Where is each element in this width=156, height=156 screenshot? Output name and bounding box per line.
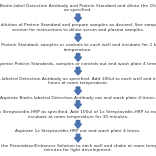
FancyArrow shape (75, 101, 81, 108)
FancyArrow shape (75, 34, 81, 41)
FancyArrow shape (75, 87, 81, 95)
FancyArrow shape (75, 14, 81, 22)
Text: Add 100ul of the Peroxidase/Enhancer Solution to each well and shake at room tem: Add 100ul of the Peroxidase/Enhancer Sol… (0, 144, 156, 152)
Text: Aspirate 1x Streptavidin-HRP out and wash plate 4 times.: Aspirate 1x Streptavidin-HRP out and was… (15, 129, 141, 133)
Text: Dilute Biotin-labeled Detection Antibody as specified. Add 100ul to each well an: Dilute Biotin-labeled Detection Antibody… (0, 77, 156, 85)
FancyArrow shape (75, 134, 81, 142)
Text: Aspirate Biotin-labeled Detection Antibody out and wash plate 4 times.: Aspirate Biotin-labeled Detection Antibo… (0, 96, 156, 100)
FancyArrow shape (75, 54, 81, 61)
Text: Perform serial dilution of Protein Standard and prepare samples as desired. See : Perform serial dilution of Protein Stand… (0, 24, 156, 32)
Text: Aspirate Protein Standards, samples or controls out and wash plate 4 times.: Aspirate Protein Standards, samples or c… (0, 62, 156, 66)
Text: Add 100ul of Protein Standard, samples or controls to each well and incubate for: Add 100ul of Protein Standard, samples o… (0, 43, 156, 52)
Text: Dilute 400x Streptavidin-HRP as specified. Add 100ul of 1x Streptavidin-HRP to e: Dilute 400x Streptavidin-HRP as specifie… (0, 110, 156, 119)
Text: Reconstitute Biotin-label Detection Antibody and Protein Standard and dilute the: Reconstitute Biotin-label Detection Anti… (0, 4, 156, 12)
FancyArrow shape (75, 121, 81, 128)
FancyArrow shape (75, 67, 81, 75)
